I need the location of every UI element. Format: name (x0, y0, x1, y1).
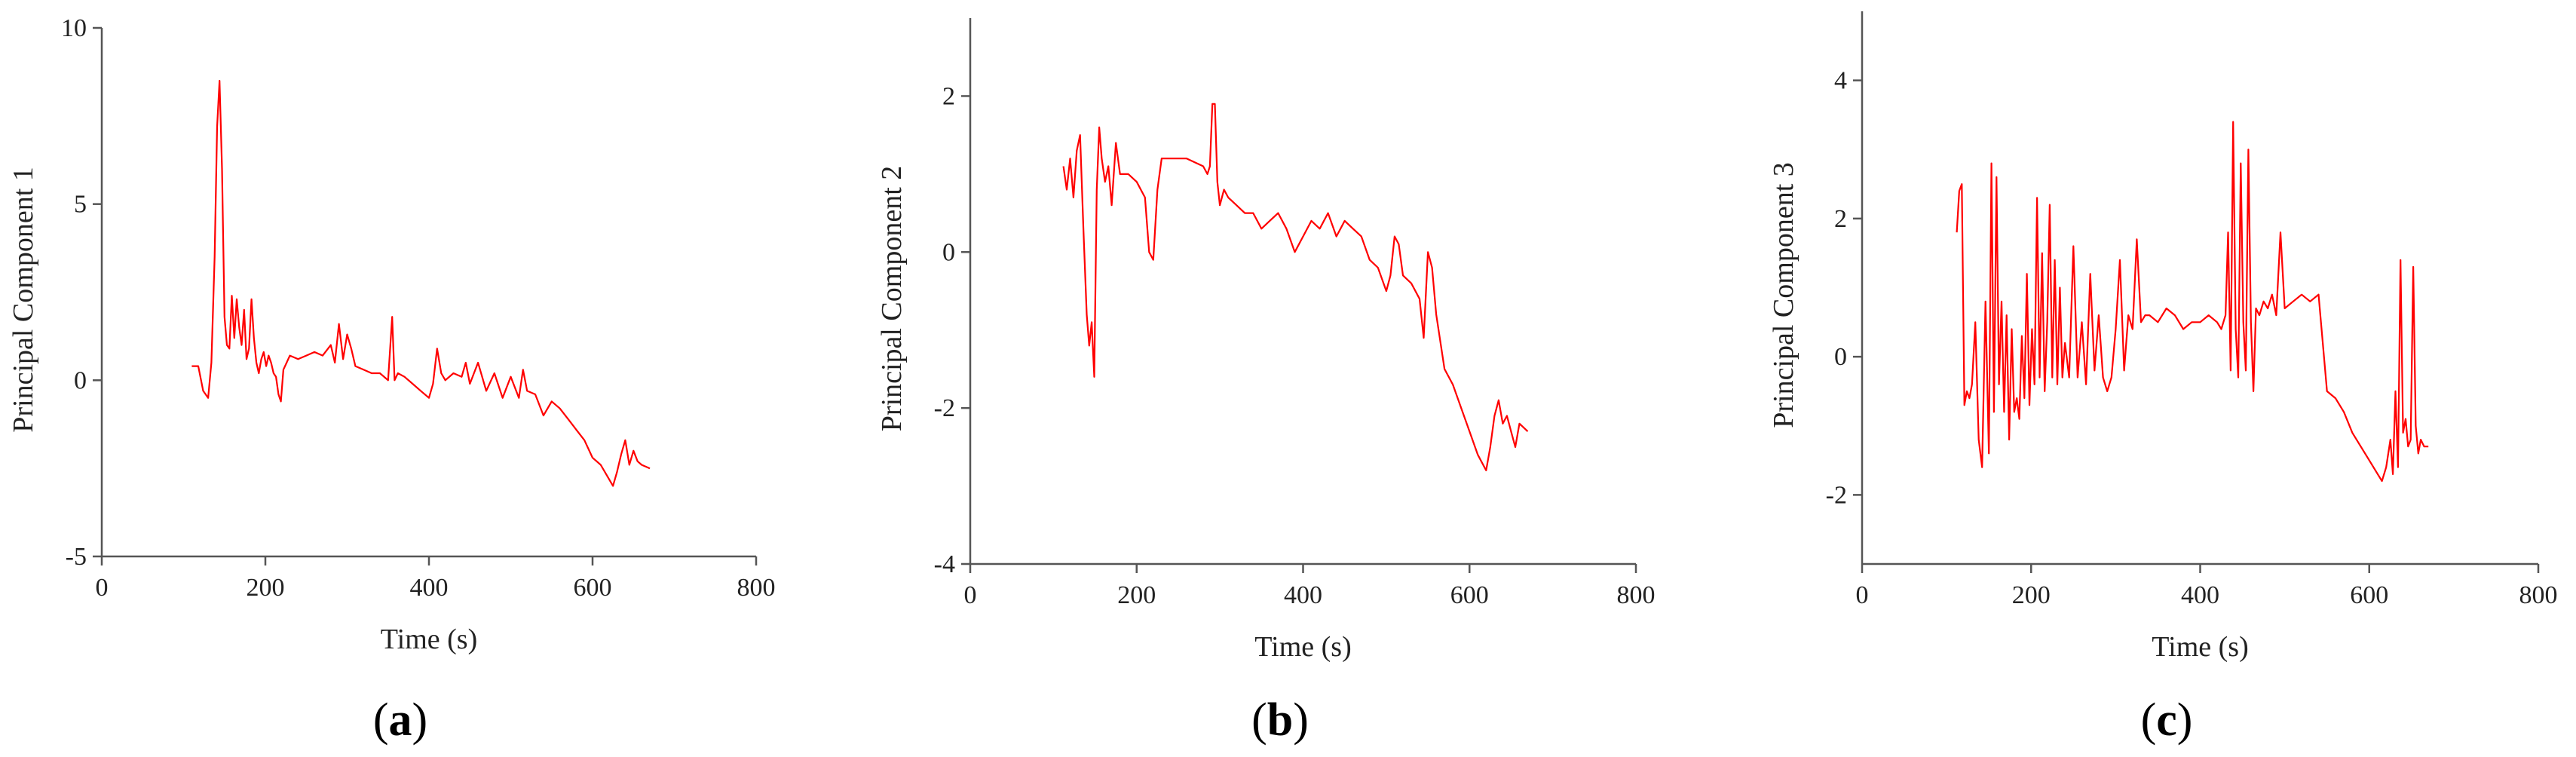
series-line-0 (1062, 103, 1529, 472)
x-tick-label: 400 (410, 574, 449, 602)
x-tick-label: 400 (1284, 581, 1322, 609)
x-tick-label: 600 (1450, 581, 1489, 609)
y-tick-label: 0 (1834, 343, 1847, 371)
y-tick-label: -2 (1826, 481, 1847, 509)
y-tick-label: 2 (942, 82, 955, 110)
y-tick-label: 0 (74, 366, 87, 394)
x-tick-label: 0 (96, 574, 109, 602)
x-tick-label: 800 (1617, 581, 1656, 609)
x-tick-label: 600 (574, 574, 612, 602)
x-axis-label: Time (s) (2152, 631, 2248, 663)
chart-panel-b: 0 200 400 600 800 -4 -2 0 2 Time (s) Principal Com… (876, 18, 1656, 663)
y-tick-label: -2 (934, 394, 955, 422)
x-axis-label: Time (s) (1254, 631, 1351, 663)
panel-label-b: (b) (1251, 694, 1309, 746)
x-tick-label: 0 (1856, 581, 1869, 609)
chart-panel-c: 0 200 400 600 800 -2 0 2 4 Time (s) Principal Comp… (1768, 11, 2558, 663)
x-tick-label: 0 (964, 581, 977, 609)
x-tick-label: 400 (2181, 581, 2219, 609)
y-tick-label: 5 (74, 191, 87, 219)
panel-label-a: (a) (372, 694, 428, 746)
panel-label-c: (c) (2140, 694, 2193, 746)
x-tick-label: 200 (247, 574, 285, 602)
chart-panel-a: 0 200 400 600 800 -5 0 5 10 Time (s) Principal Com… (8, 14, 776, 655)
y-tick-label: -4 (934, 550, 955, 578)
y-tick-label: 10 (61, 14, 87, 42)
y-tick-label: 4 (1834, 67, 1847, 95)
y-tick-label: -5 (66, 543, 87, 571)
y-axis-label: Principal Component 3 (1768, 162, 1800, 428)
x-tick-label: 800 (2519, 581, 2558, 609)
y-axis-label: Principal Component 2 (876, 166, 908, 432)
x-tick-label: 800 (737, 574, 776, 602)
y-axis-label: Principal Component 1 (8, 167, 39, 433)
y-tick-label: 2 (1834, 205, 1847, 233)
series-line-0 (1956, 121, 2429, 483)
y-tick-label: 0 (942, 238, 955, 266)
x-axis-label: Time (s) (381, 624, 477, 655)
x-tick-label: 200 (1117, 581, 1156, 609)
x-tick-label: 200 (2012, 581, 2051, 609)
series-line-0 (191, 79, 651, 487)
x-tick-label: 600 (2350, 581, 2388, 609)
